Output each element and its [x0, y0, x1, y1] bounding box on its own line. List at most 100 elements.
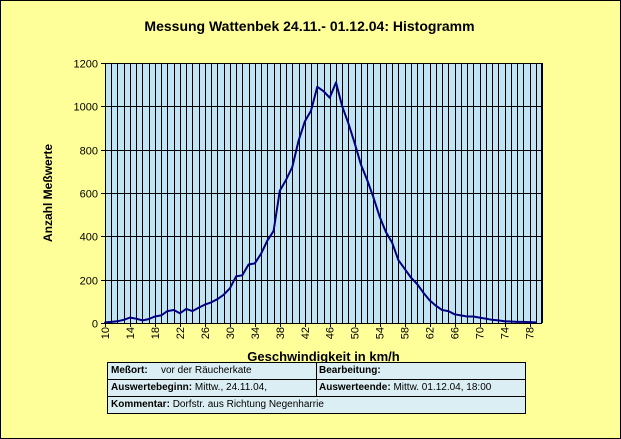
data-point	[397, 259, 400, 262]
plot-area	[101, 63, 543, 324]
data-point	[378, 215, 381, 218]
data-point	[222, 293, 225, 296]
data-point	[210, 301, 213, 304]
auswertebeginn-value: Mittw., 24.11.04,	[194, 382, 267, 393]
x-tick-label: 10	[100, 327, 112, 339]
data-point	[335, 81, 337, 84]
data-point	[522, 321, 525, 323]
data-point	[154, 315, 156, 318]
data-point	[291, 166, 294, 168]
y-tick-label: 600	[80, 189, 98, 201]
data-point	[466, 315, 468, 318]
data-point	[272, 230, 275, 232]
x-tick-label: 42	[300, 327, 312, 339]
data-point	[135, 317, 138, 320]
series-line	[104, 81, 536, 324]
info-table: Meßort: vor der Räucherkate Bearbeitung:…	[107, 362, 526, 414]
data-point	[229, 287, 231, 290]
data-point	[459, 314, 462, 317]
auswerteende-cell: Auswerteende: Mittw. 01.12.04, 18:00	[316, 380, 525, 396]
x-tick-label: 66	[450, 327, 462, 339]
data-point	[322, 90, 325, 93]
data-point	[266, 239, 269, 242]
info-row-2: Auswertebeginn: Mittw., 24.11.04, Auswer…	[108, 380, 525, 396]
data-point	[484, 317, 487, 320]
data-point	[285, 179, 287, 181]
data-point	[160, 314, 163, 317]
data-point	[341, 105, 344, 108]
info-row-3: Kommentar: Dorfstr. aus Richtung Negenha…	[108, 397, 525, 413]
data-point	[197, 306, 200, 309]
data-point	[303, 120, 306, 123]
x-tick-label: 34	[250, 327, 262, 339]
data-point	[516, 321, 518, 323]
data-point	[478, 316, 481, 319]
messort-value: vor der Räucherkate	[161, 365, 252, 376]
x-tick-label: 78	[525, 327, 537, 339]
x-axis-label: Geschwindigkeit in km/h	[247, 349, 400, 364]
data-point	[534, 321, 537, 324]
data-point	[453, 313, 456, 316]
x-tick-label: 50	[350, 327, 362, 339]
data-point	[253, 262, 256, 265]
data-point	[104, 321, 106, 324]
x-tick-label: 70	[475, 327, 487, 339]
data-point	[422, 291, 425, 294]
data-point	[235, 275, 238, 278]
data-point	[185, 308, 188, 310]
kommentar-cell: Kommentar: Dorfstr. aus Richtung Negenha…	[108, 397, 525, 413]
data-point	[372, 196, 375, 199]
messort-key: Meßort:	[111, 365, 148, 376]
x-tick-label: 26	[200, 327, 212, 339]
data-point	[166, 310, 169, 312]
data-point	[191, 310, 194, 312]
y-tick-label: 1000	[74, 102, 98, 114]
auswerteende-value: Mittw. 01.12.04, 18:00	[393, 382, 492, 393]
data-point	[116, 320, 119, 323]
y-tick-label: 400	[80, 232, 98, 244]
data-point	[110, 321, 113, 323]
data-point	[403, 267, 406, 270]
x-tick-label: 30	[225, 327, 237, 339]
bearbeitung-cell: Bearbeitung:	[316, 363, 525, 379]
data-point	[278, 189, 281, 192]
y-tick-label: 800	[80, 146, 98, 158]
messort-label: Meßort:	[108, 363, 179, 379]
data-point	[129, 316, 131, 319]
data-point	[204, 303, 206, 306]
y-tick-label: 0	[92, 319, 98, 331]
x-tick-label: 14	[125, 327, 137, 339]
data-point	[122, 318, 125, 321]
x-tick-label: 38	[275, 327, 287, 339]
data-point	[528, 321, 531, 323]
data-point	[216, 298, 219, 301]
data-point	[141, 319, 144, 322]
data-point	[179, 312, 181, 315]
data-point	[297, 140, 300, 142]
x-tick-label: 62	[425, 327, 437, 339]
data-point	[416, 283, 418, 285]
y-axis-ticks: 0 200 400 600 800 1000 1200	[74, 59, 98, 331]
kommentar-key: Kommentar:	[111, 399, 170, 410]
y-axis-label: Anzahl Meßwerte	[41, 143, 55, 243]
messort-value-cell: vor der Räucherkate	[158, 363, 318, 379]
data-point	[435, 304, 437, 307]
data-point	[497, 319, 500, 322]
auswertebeginn-key: Auswertebeginn:	[111, 382, 193, 393]
x-tick-label: 22	[175, 327, 187, 339]
data-point	[385, 231, 387, 233]
data-point	[441, 309, 443, 311]
y-tick-label: 1200	[74, 59, 98, 71]
data-point	[316, 85, 319, 88]
x-tick-label: 54	[375, 327, 387, 339]
auswerteende-key: Auswerteende:	[319, 382, 391, 393]
data-point	[428, 299, 431, 302]
x-tick-label: 58	[400, 327, 412, 339]
data-point	[360, 163, 362, 166]
bearbeitung-key: Bearbeitung:	[319, 365, 381, 376]
data-point	[447, 310, 450, 312]
data-point	[260, 252, 262, 255]
data-point	[472, 315, 475, 318]
data-point	[509, 320, 512, 323]
